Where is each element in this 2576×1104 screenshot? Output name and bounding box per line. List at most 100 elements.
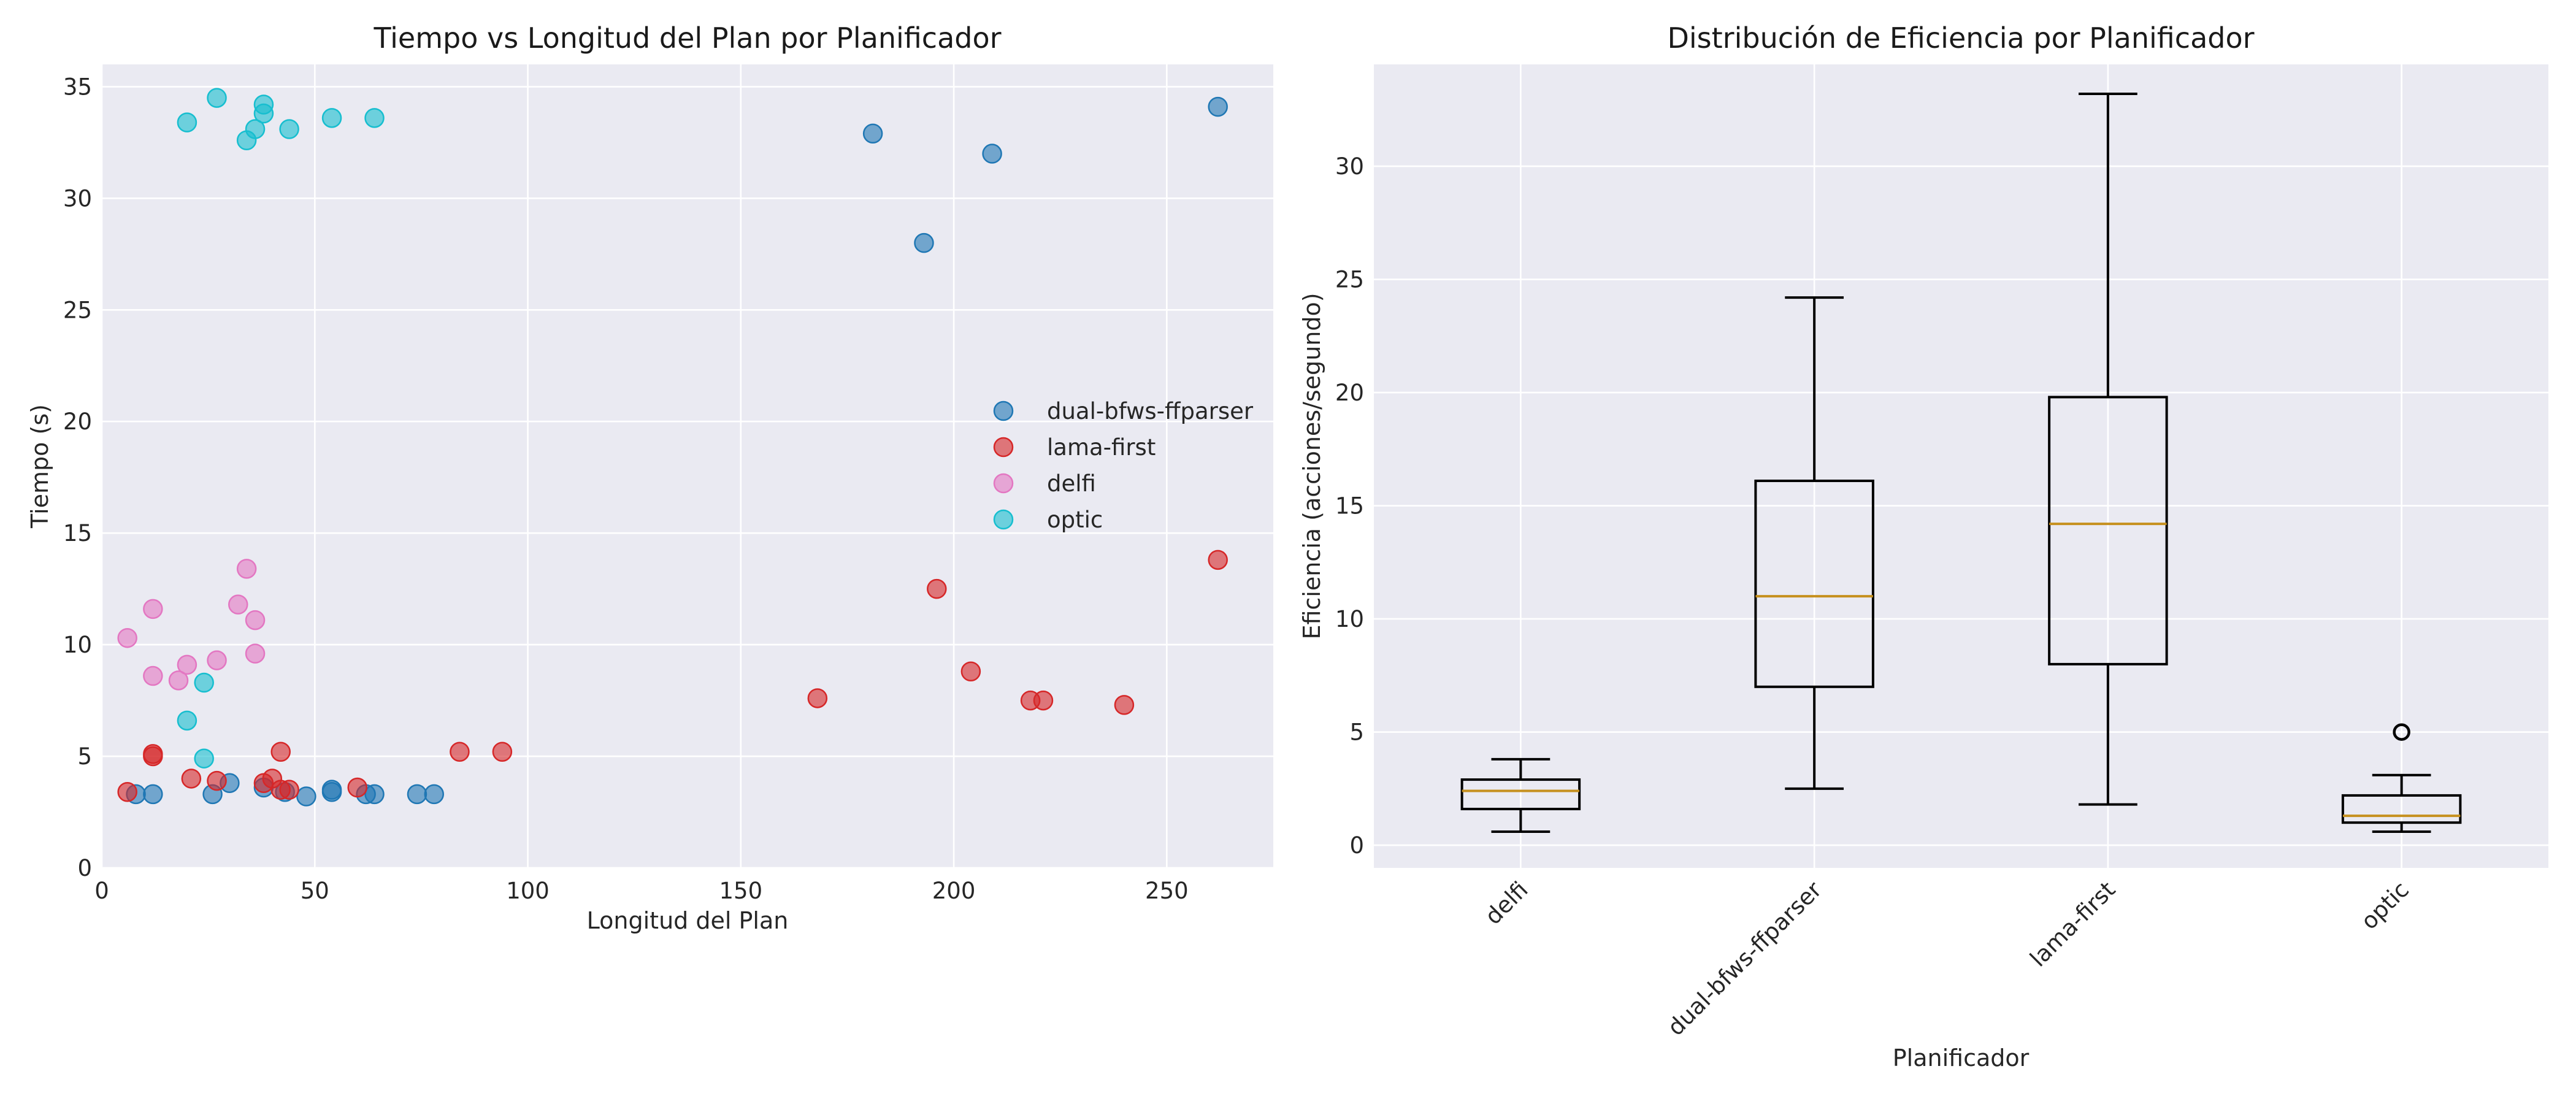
scatter-point xyxy=(177,112,197,132)
legend-marker xyxy=(993,473,1014,494)
legend-label: lama-first xyxy=(1047,434,1156,461)
scatter-point xyxy=(143,599,163,619)
scatter-y-tick-label: 0 xyxy=(77,855,92,881)
scatter-point xyxy=(279,119,299,139)
scatter-x-ticks: 0 50 100 150 200 250 xyxy=(94,878,1188,904)
scatter-x-tick-label: 200 xyxy=(932,878,976,904)
scatter-y-tick-label: 20 xyxy=(63,408,92,435)
box-outlier xyxy=(2393,723,2410,741)
scatter-point xyxy=(177,710,197,731)
box-iqr xyxy=(2341,794,2462,824)
scatter-x-tick-label: 150 xyxy=(719,878,763,904)
scatter-y-ticks: 0 5 10 15 20 25 30 35 xyxy=(63,74,92,881)
scatter-point xyxy=(245,610,266,631)
scatter-legend: dual-bfws-ffparser lama-first delfi optic xyxy=(993,398,1254,533)
box-iqr xyxy=(1754,479,1874,688)
scatter-point xyxy=(207,650,227,670)
scatter-point xyxy=(143,744,163,764)
legend-label: delfi xyxy=(1047,470,1096,497)
scatter-x-tick-label: 100 xyxy=(506,878,550,904)
scatter-point xyxy=(1033,690,1054,711)
box-title: Distribución de Eficiencia por Planifica… xyxy=(1667,21,2254,55)
scatter-point xyxy=(245,119,266,139)
scatter-point xyxy=(270,742,291,762)
scatter-point xyxy=(424,784,444,805)
box-optic xyxy=(2341,723,2462,833)
box-y-tick-label: 5 xyxy=(1349,719,1364,746)
scatter-point xyxy=(253,103,274,124)
scatter-series-delfi xyxy=(117,559,266,691)
scatter-y-tick-label: 10 xyxy=(63,632,92,658)
scatter-point xyxy=(407,784,427,805)
scatter-point xyxy=(245,643,266,664)
box-y-tick-label: 25 xyxy=(1335,267,1364,293)
scatter-point xyxy=(279,780,299,800)
scatter-point xyxy=(862,123,883,144)
box-plot-area xyxy=(1374,64,2548,868)
box-x-ticks: delfi dual-bfws-ffparser lama-first optic xyxy=(1480,876,2414,1041)
scatter-y-tick-label: 15 xyxy=(63,520,92,546)
scatter-point xyxy=(194,748,214,769)
box-y-axis-label: Eficiencia (acciones/segundo) xyxy=(1298,293,1325,639)
scatter-x-tick-label: 0 xyxy=(94,878,109,904)
box-y-tick-label: 15 xyxy=(1335,493,1364,519)
box-delfi xyxy=(1460,757,1581,833)
scatter-point xyxy=(143,665,163,686)
scatter-series-lama-first xyxy=(117,550,1228,802)
scatter-y-tick-label: 30 xyxy=(63,185,92,212)
scatter-y-tick-label: 25 xyxy=(63,297,92,323)
legend-marker xyxy=(993,401,1014,421)
scatter-point xyxy=(117,627,137,648)
scatter-point xyxy=(450,742,470,762)
scatter-point xyxy=(807,688,828,708)
box-x-tick-label: delfi xyxy=(1480,876,1533,930)
scatter-point xyxy=(914,232,934,253)
scatter-points xyxy=(117,88,1228,807)
scatter-point xyxy=(1114,695,1135,715)
scatter-point xyxy=(296,786,316,807)
scatter-y-axis-label: Tiempo (s) xyxy=(26,404,53,529)
scatter-grid xyxy=(101,64,1273,869)
box-y-tick-label: 0 xyxy=(1349,832,1364,859)
scatter-point xyxy=(207,770,227,791)
scatter-point xyxy=(982,144,1002,164)
scatter-point xyxy=(1208,550,1228,570)
scatter-point xyxy=(347,777,367,798)
scatter-y-tick-label: 5 xyxy=(77,743,92,770)
scatter-point xyxy=(364,108,385,128)
scatter-point xyxy=(194,672,214,693)
scatter-point xyxy=(117,782,137,802)
legend-label: dual-bfws-ffparser xyxy=(1047,398,1254,424)
scatter-point xyxy=(492,742,513,762)
box-chart: delfi dual-bfws-ffparser lama-first optic 0… xyxy=(1298,21,2548,1071)
scatter-x-tick-label: 50 xyxy=(301,878,329,904)
scatter-point xyxy=(321,780,342,800)
box-y-ticks: 0 5 10 15 20 25 30 xyxy=(1335,153,1364,859)
legend-label: optic xyxy=(1047,507,1103,533)
box-dual-bfws-ffparser xyxy=(1754,296,1874,790)
box-lama-first xyxy=(2048,92,2168,806)
scatter-point xyxy=(364,784,385,805)
box-x-tick-label: lama-first xyxy=(2025,876,2120,972)
box-x-tick-label: optic xyxy=(2356,876,2414,935)
scatter-point xyxy=(177,654,197,675)
legend-marker xyxy=(993,437,1014,458)
box-iqr xyxy=(1460,778,1581,811)
scatter-point xyxy=(927,578,947,599)
legend-marker xyxy=(993,509,1014,530)
scatter-point xyxy=(168,670,189,691)
box-iqr xyxy=(2048,396,2168,665)
scatter-point xyxy=(960,661,981,682)
box-series xyxy=(1460,92,2462,833)
scatter-point xyxy=(1208,96,1228,117)
scatter-point xyxy=(143,784,163,805)
box-x-tick-label: dual-bfws-ffparser xyxy=(1662,876,1827,1041)
scatter-series-optic xyxy=(177,88,385,769)
box-y-tick-label: 10 xyxy=(1335,606,1364,632)
scatter-y-tick-label: 35 xyxy=(63,74,92,100)
scatter-x-tick-label: 250 xyxy=(1145,878,1189,904)
scatter-point xyxy=(228,594,248,615)
box-x-axis-label: Planificador xyxy=(1893,1045,2030,1071)
scatter-title: Tiempo vs Longitud del Plan por Planific… xyxy=(373,21,1001,55)
